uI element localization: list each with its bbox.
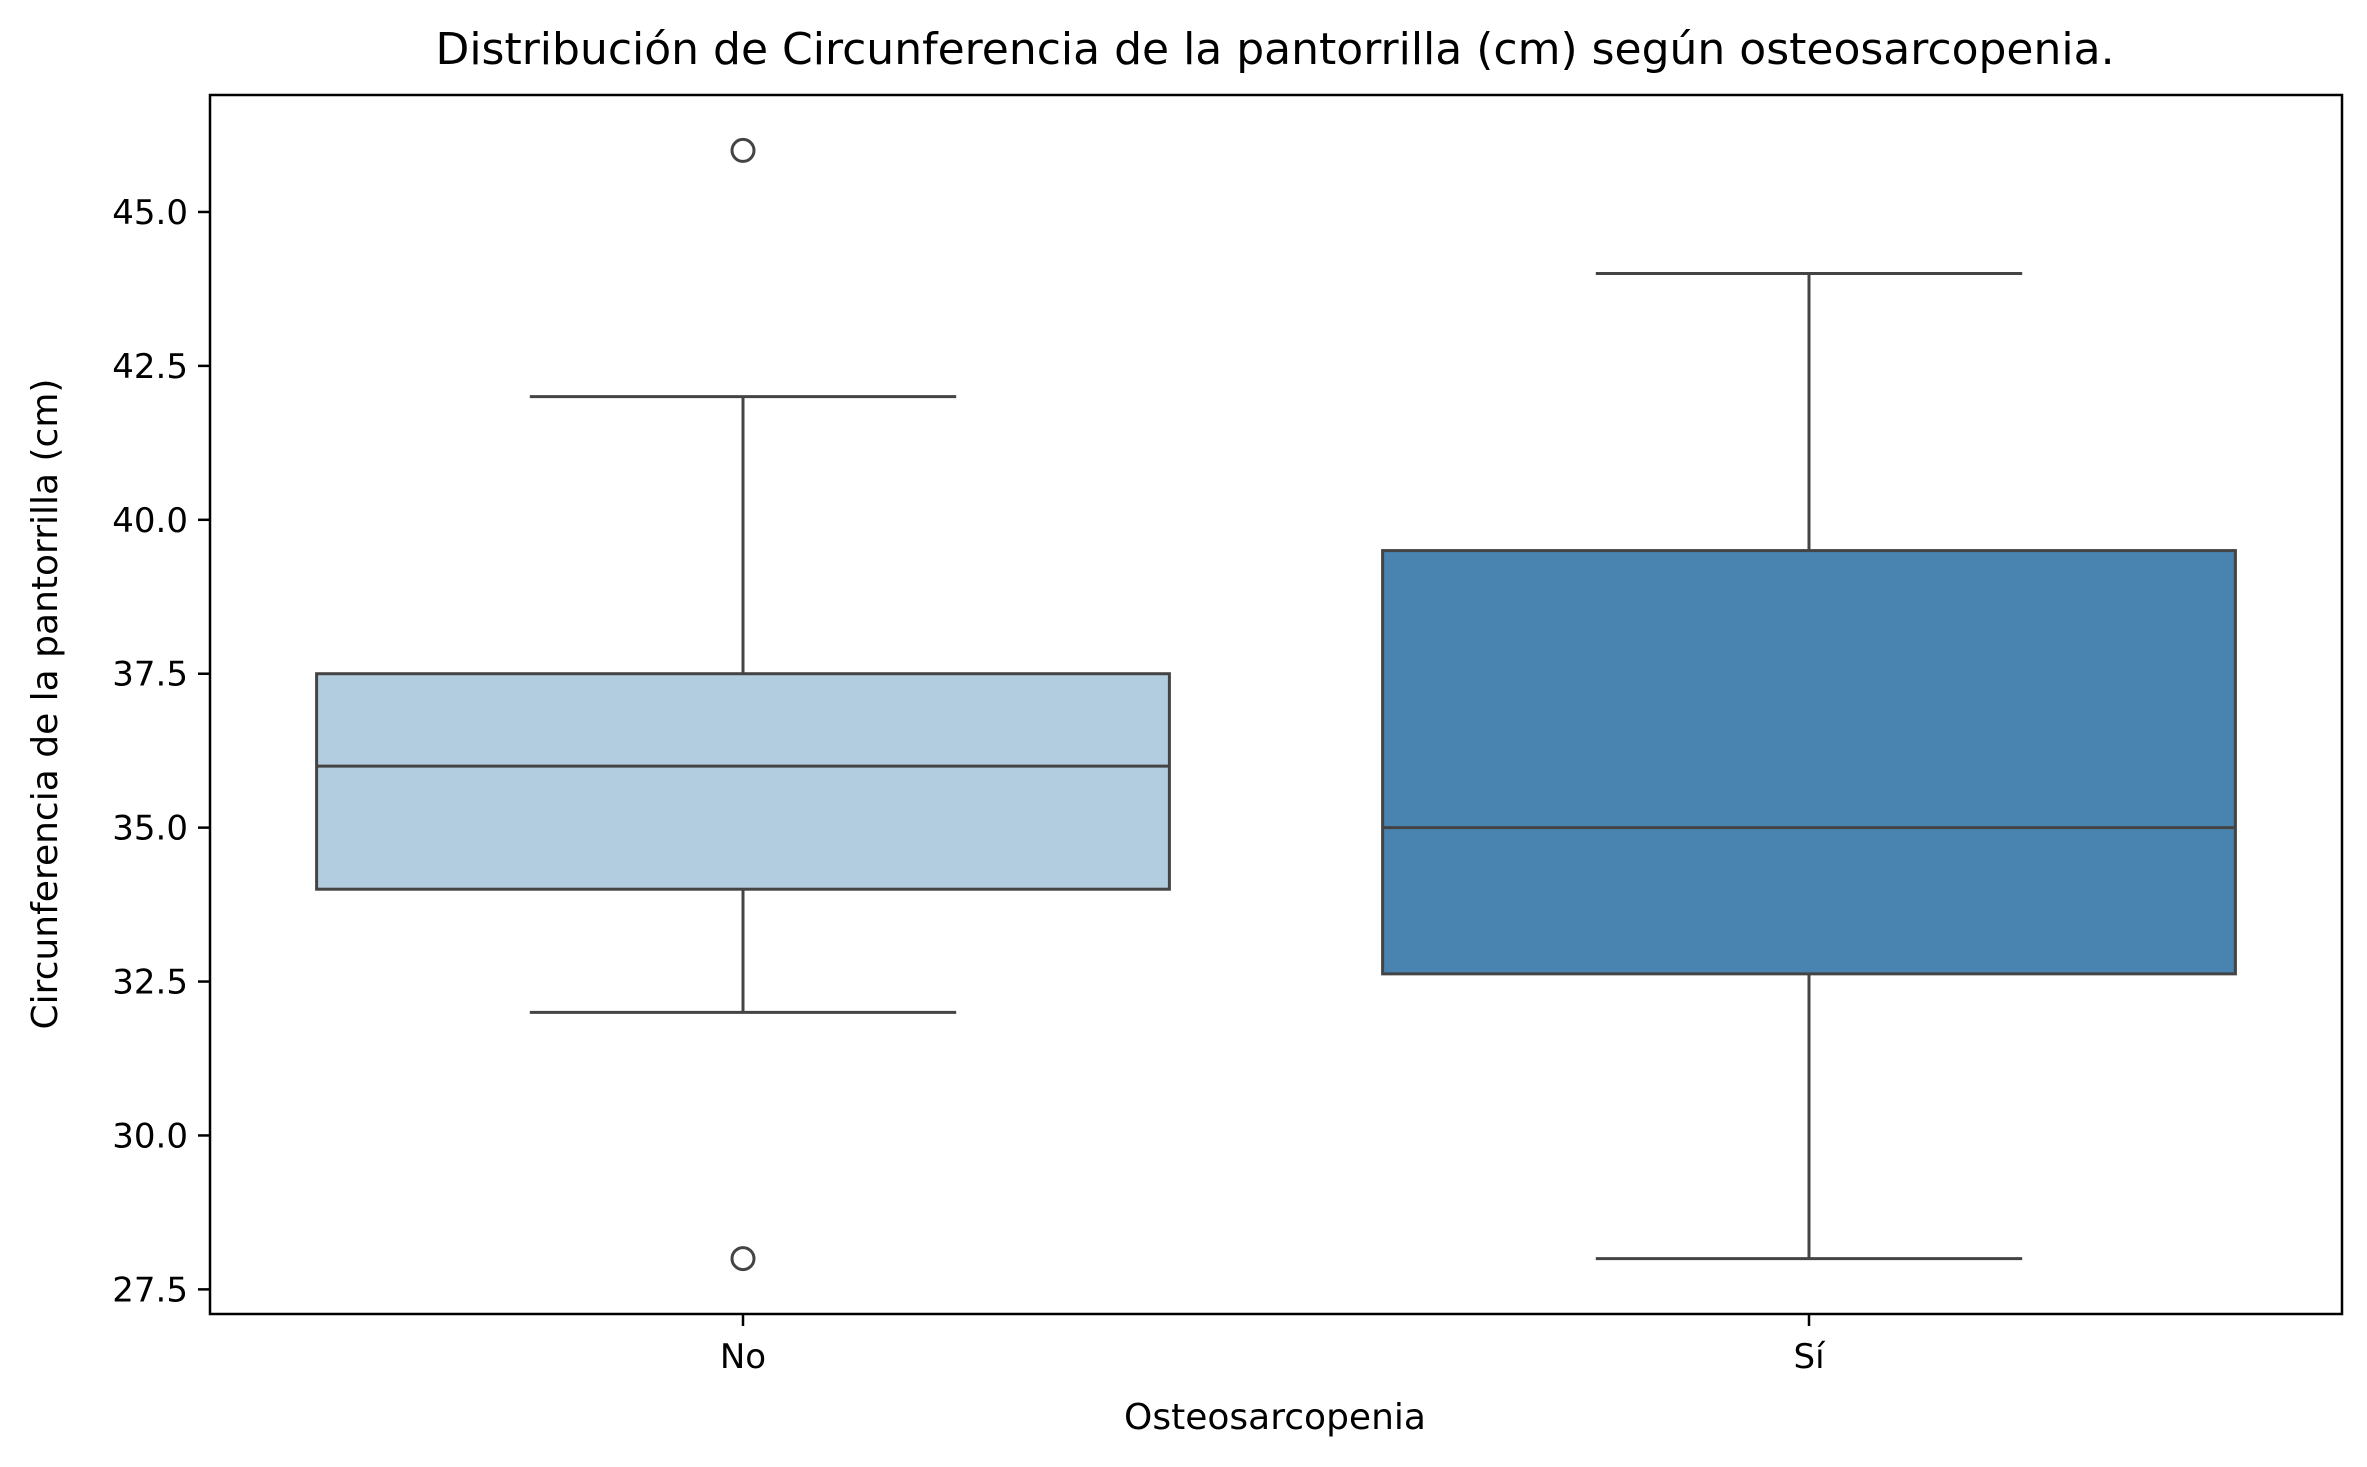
chart-title: Distribución de Circunferencia de la pan… xyxy=(435,24,2114,75)
y-axis-label: Circunferencia de la pantorrilla (cm) xyxy=(25,379,66,1030)
y-tick-label: 45.0 xyxy=(112,193,188,233)
plot-frame xyxy=(208,93,2344,1316)
x-axis-label: Osteosarcopenia xyxy=(1124,1397,1426,1438)
y-axis-ticks: 27.5 30.0 32.5 35.0 37.5 40.0 42.5 45.0 xyxy=(112,193,210,1310)
y-tick-label: 35.0 xyxy=(112,809,188,849)
box-group xyxy=(315,137,2237,1272)
y-tick-label: 40.0 xyxy=(112,501,188,541)
x-tick-label: No xyxy=(720,1337,766,1377)
y-tick-label: 42.5 xyxy=(112,347,188,387)
y-tick-label: 27.5 xyxy=(112,1270,188,1310)
x-axis-ticks: No Sí xyxy=(720,1314,1826,1377)
iqr-box xyxy=(1381,549,2237,976)
x-tick-label: Sí xyxy=(1793,1337,1826,1377)
box-no xyxy=(315,137,1171,1272)
iqr-box xyxy=(315,672,1171,891)
y-tick-label: 37.5 xyxy=(112,655,188,695)
y-tick-label: 30.0 xyxy=(112,1116,188,1156)
outlier-point xyxy=(730,1246,756,1272)
y-tick-label: 32.5 xyxy=(112,963,188,1003)
outlier-point xyxy=(730,137,756,163)
box-si xyxy=(1381,272,2237,1261)
